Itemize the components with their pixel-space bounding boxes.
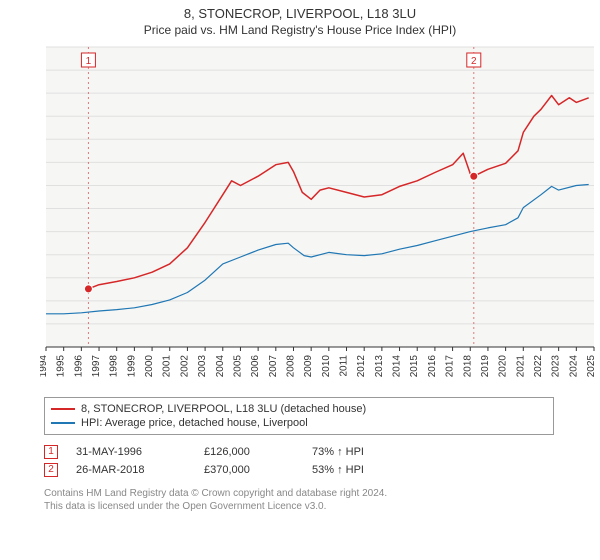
sale-pct: 53% ↑ HPI — [312, 464, 412, 476]
svg-text:1995: 1995 — [56, 355, 67, 378]
legend-label: HPI: Average price, detached house, Live… — [81, 417, 308, 429]
line-chart: £0£50K£100K£150K£200K£250K£300K£350K£400… — [40, 41, 600, 391]
svg-text:2010: 2010 — [321, 355, 332, 378]
sale-row: 1 31-MAY-1996 £126,000 73% ↑ HPI — [44, 443, 554, 461]
legend-label: 8, STONECROP, LIVERPOOL, L18 3LU (detach… — [81, 403, 366, 415]
svg-text:1: 1 — [86, 56, 92, 67]
chart-area: £0£50K£100K£150K£200K£250K£300K£350K£400… — [40, 41, 600, 391]
chart-subtitle: Price paid vs. HM Land Registry's House … — [0, 21, 600, 41]
svg-text:2021: 2021 — [515, 355, 526, 378]
svg-text:2016: 2016 — [427, 355, 438, 378]
svg-text:2020: 2020 — [498, 355, 509, 378]
svg-text:1996: 1996 — [73, 355, 84, 378]
svg-text:2004: 2004 — [215, 355, 226, 378]
svg-text:2: 2 — [471, 56, 477, 67]
svg-text:2022: 2022 — [533, 355, 544, 378]
svg-text:2003: 2003 — [197, 355, 208, 378]
svg-text:2014: 2014 — [392, 355, 403, 378]
sale-pct: 73% ↑ HPI — [312, 446, 412, 458]
svg-text:2012: 2012 — [356, 355, 367, 378]
svg-text:2000: 2000 — [144, 355, 155, 378]
svg-text:1997: 1997 — [91, 355, 102, 378]
chart-title: 8, STONECROP, LIVERPOOL, L18 3LU — [0, 0, 600, 21]
sale-date: 31-MAY-1996 — [76, 446, 186, 458]
svg-text:2002: 2002 — [179, 355, 190, 378]
svg-text:1998: 1998 — [109, 355, 120, 378]
svg-text:2025: 2025 — [586, 355, 597, 378]
svg-text:2019: 2019 — [480, 355, 491, 378]
svg-text:1999: 1999 — [126, 355, 137, 378]
legend-swatch — [51, 408, 75, 410]
legend-swatch — [51, 422, 75, 424]
svg-text:2018: 2018 — [462, 355, 473, 378]
chart-container: 8, STONECROP, LIVERPOOL, L18 3LU Price p… — [0, 0, 600, 560]
legend-item: HPI: Average price, detached house, Live… — [51, 416, 547, 430]
svg-text:2011: 2011 — [339, 355, 350, 377]
svg-text:2001: 2001 — [162, 355, 173, 378]
sale-row: 2 26-MAR-2018 £370,000 53% ↑ HPI — [44, 461, 554, 479]
svg-text:2008: 2008 — [285, 355, 296, 378]
sale-date: 26-MAR-2018 — [76, 464, 186, 476]
svg-text:2017: 2017 — [445, 355, 456, 378]
sale-marker: 1 — [44, 445, 58, 459]
svg-text:2006: 2006 — [250, 355, 261, 378]
svg-text:2005: 2005 — [232, 355, 243, 378]
footer-attribution: Contains HM Land Registry data © Crown c… — [44, 487, 554, 513]
svg-text:1994: 1994 — [40, 355, 49, 378]
svg-text:2023: 2023 — [551, 355, 562, 378]
svg-text:2009: 2009 — [303, 355, 314, 378]
svg-text:2013: 2013 — [374, 355, 385, 378]
legend-item: 8, STONECROP, LIVERPOOL, L18 3LU (detach… — [51, 402, 547, 416]
svg-text:2015: 2015 — [409, 355, 420, 378]
legend: 8, STONECROP, LIVERPOOL, L18 3LU (detach… — [44, 397, 554, 435]
svg-text:2024: 2024 — [568, 355, 579, 378]
sale-marker: 2 — [44, 463, 58, 477]
svg-text:2007: 2007 — [268, 355, 279, 378]
sale-price: £126,000 — [204, 446, 294, 458]
sale-price: £370,000 — [204, 464, 294, 476]
footer-line-1: Contains HM Land Registry data © Crown c… — [44, 487, 554, 500]
sales-table: 1 31-MAY-1996 £126,000 73% ↑ HPI 2 26-MAR-201… — [44, 443, 554, 479]
footer-line-2: This data is licensed under the Open Gov… — [44, 500, 554, 513]
